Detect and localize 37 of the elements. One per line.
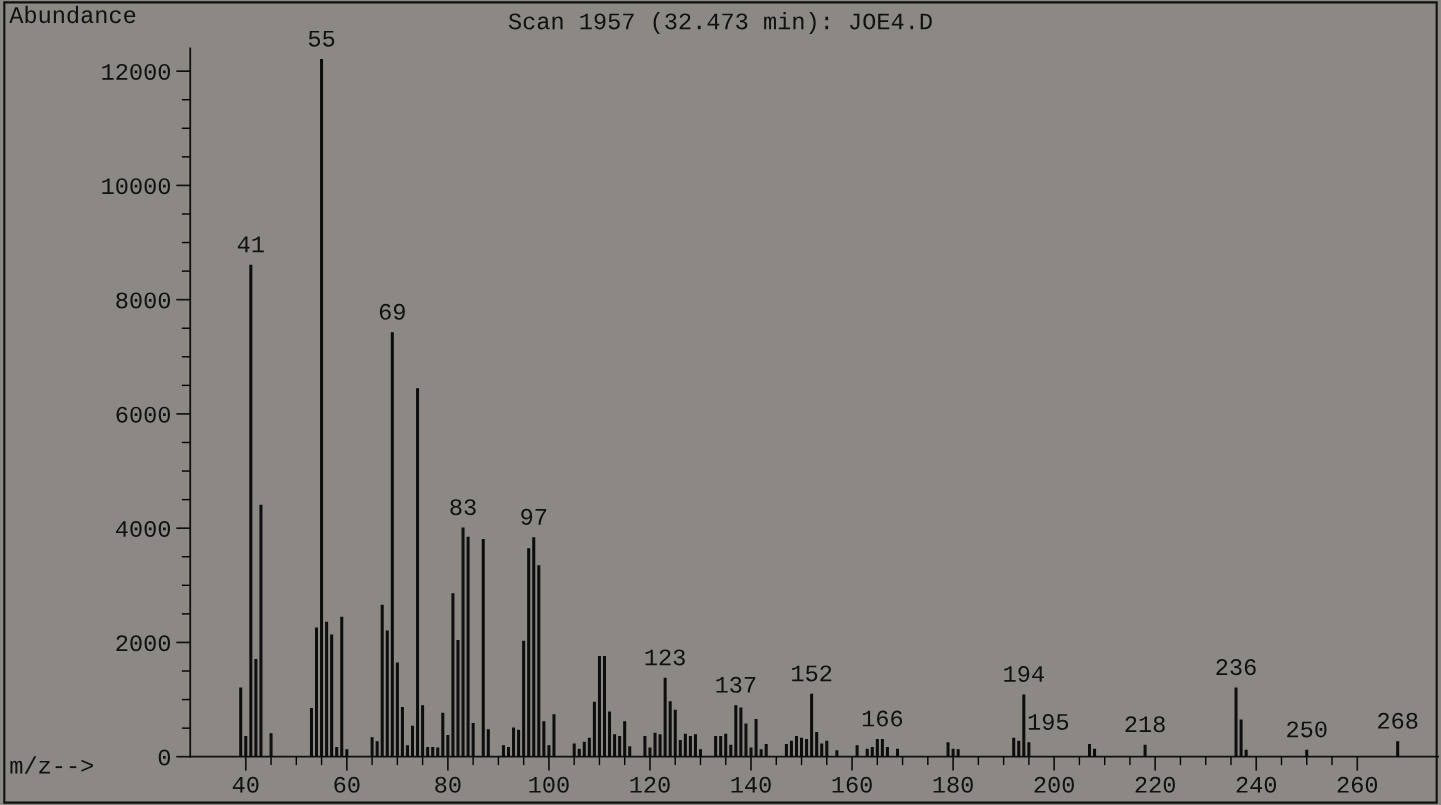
chart-title: Scan 1957 (32.473 min): JOE4.D — [508, 12, 932, 35]
x-tick-label: 260 — [1337, 776, 1378, 793]
annotation: 194 — [1004, 665, 1044, 682]
annotation: 250 — [1287, 721, 1327, 738]
annotation: 268 — [1378, 712, 1418, 729]
annotation: 195 — [1028, 713, 1069, 730]
x-tick-label: 80 — [435, 776, 461, 793]
annotation: 41 — [237, 236, 264, 253]
y-tick-label: 0 — [158, 749, 171, 766]
y-tick-label: 4000 — [115, 520, 170, 537]
y-tick-label: 6000 — [116, 406, 170, 423]
annotation: 236 — [1216, 659, 1256, 676]
annotation: 218 — [1125, 716, 1165, 733]
annotation: 166 — [862, 710, 903, 727]
x-tick-label: 180 — [933, 776, 973, 793]
annotation: 123 — [645, 649, 685, 666]
y-tick-label: 8000 — [116, 292, 170, 309]
x-axis-title: m/z--> — [10, 756, 93, 774]
x-tick-label: 60 — [334, 776, 360, 793]
x-tick-label: 140 — [731, 776, 771, 793]
x-tick-label: 40 — [232, 776, 259, 793]
y-axis-title: Abundance — [9, 5, 136, 24]
x-tick-label: 100 — [529, 776, 569, 793]
annotation: 97 — [521, 508, 547, 525]
x-tick-label: 240 — [1236, 776, 1277, 793]
annotation: 137 — [716, 676, 756, 693]
annotation: 55 — [308, 30, 335, 47]
x-tick-label: 220 — [1135, 776, 1175, 793]
y-tick-label: 10000 — [102, 178, 170, 195]
y-tick-label: 12000 — [102, 63, 170, 80]
x-tick-label: 120 — [630, 776, 670, 793]
x-tick-label: 200 — [1034, 776, 1074, 793]
y-tick-label: 2000 — [116, 635, 170, 652]
annotation: 69 — [379, 303, 405, 320]
annotation: 83 — [450, 499, 476, 516]
annotation: 152 — [792, 665, 832, 682]
x-tick-label: 160 — [832, 776, 872, 793]
